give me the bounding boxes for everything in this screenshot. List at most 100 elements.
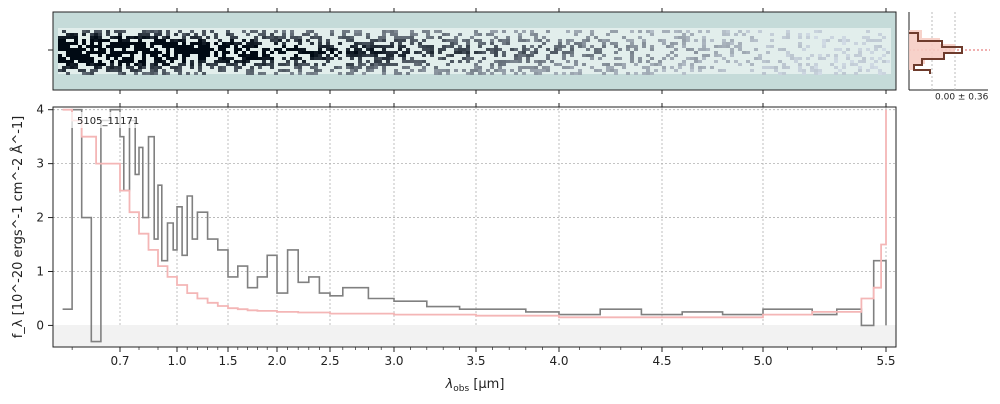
spectrum-2d-pixel: [182, 45, 186, 48]
spectrum-2d-pixel: [818, 30, 822, 33]
spectrum-2d-pixel: [750, 69, 754, 72]
spectrum-2d-pixel: [378, 63, 382, 66]
spectrum-2d-pixel: [202, 45, 206, 48]
spectrum-2d-pixel: [450, 45, 454, 48]
spectrum-2d-pixel: [566, 42, 570, 45]
spectrum-2d-pixel: [350, 39, 354, 42]
spectrum-2d-pixel: [478, 60, 482, 63]
spectrum-2d-pixel: [82, 57, 86, 60]
spectrum-2d-pixel: [126, 51, 130, 54]
spectrum-2d-pixel: [90, 60, 94, 63]
spectrum-2d-pixel: [274, 72, 278, 75]
spectrum-2d-pixel: [326, 42, 330, 45]
spectrum-2d-pixel: [434, 30, 438, 33]
spectrum-2d-pixel: [618, 57, 622, 60]
spectrum-2d-pixel: [166, 36, 170, 39]
spectrum-2d-pixel: [466, 42, 470, 45]
spectrum-2d-pixel: [162, 63, 166, 66]
spectrum-2d-pixel: [406, 60, 410, 63]
spectrum-2d-pixel: [242, 57, 246, 60]
spectrum-2d-pixel: [298, 42, 302, 45]
spectrum-2d-pixel: [114, 69, 118, 72]
spectrum-2d-pixel: [642, 66, 646, 69]
spectrum-2d-pixel: [786, 51, 790, 54]
spectrum-2d-pixel: [306, 51, 310, 54]
spectrum-2d-pixel: [66, 42, 70, 45]
spectrum-2d-pixel: [118, 72, 122, 75]
zero-band: [53, 325, 896, 347]
spectrum-2d-pixel: [466, 45, 470, 48]
x-tick-label: 5.0: [753, 354, 772, 368]
spectrum-2d-pixel: [182, 60, 186, 63]
spectrum-2d-pixel: [106, 30, 110, 33]
spectrum-2d-pixel: [734, 45, 738, 48]
spectrum-2d-pixel: [302, 33, 306, 36]
spectrum-2d-pixel: [418, 45, 422, 48]
spectrum-2d-pixel: [382, 36, 386, 39]
spectrum-2d-pixel: [826, 54, 830, 57]
spectrum-2d-pixel: [486, 33, 490, 36]
spectrum-2d-pixel: [522, 54, 526, 57]
spectrum-2d-pixel: [62, 69, 66, 72]
spectrum-2d-pixel: [398, 45, 402, 48]
spectrum-2d-pixel: [362, 45, 366, 48]
spectrum-2d-pixel: [650, 72, 654, 75]
spectrum-2d-pixel: [762, 60, 766, 63]
spectrum-2d-pixel: [478, 72, 482, 75]
spectrum-2d-pixel: [282, 45, 286, 48]
spectrum-2d-pixel: [174, 57, 178, 60]
spectrum-2d-pixel: [234, 42, 238, 45]
spectrum-2d-pixel: [214, 60, 218, 63]
spectrum-2d-pixel: [58, 45, 62, 48]
spectrum-2d-pixel: [498, 48, 502, 51]
spectrum-2d-pixel: [674, 48, 678, 51]
spectrum-2d-pixel: [138, 66, 142, 69]
spectrum-2d-pixel: [126, 63, 130, 66]
spectrum-2d-pixel: [190, 45, 194, 48]
spectrum-2d-pixel: [502, 54, 506, 57]
spectrum-2d-pixel: [82, 48, 86, 51]
spectrum-2d-pixel: [854, 63, 858, 66]
spectrum-2d-pixel: [398, 72, 402, 75]
spectrum-2d-pixel: [146, 72, 150, 75]
spectrum-2d-pixel: [362, 54, 366, 57]
spectrum-2d-pixel: [266, 57, 270, 60]
spectrum-2d-pixel: [646, 30, 650, 33]
spectrum-2d-pixel: [570, 54, 574, 57]
spectrum-2d-pixel: [486, 48, 490, 51]
spectrum-2d-pixel: [334, 66, 338, 69]
spectrum-2d-pixel: [846, 48, 850, 51]
spectrum-2d-pixel: [386, 51, 390, 54]
spectrum-2d-pixel: [86, 63, 90, 66]
spectrum-2d-pixel: [866, 39, 870, 42]
spectrum-2d-pixel: [590, 57, 594, 60]
spectrum-2d-pixel: [202, 54, 206, 57]
spectrum-2d-pixel: [274, 42, 278, 45]
spectrum-2d-pixel: [610, 69, 614, 72]
spectrum-2d-pixel: [150, 36, 154, 39]
spectrum-2d-pixel: [274, 30, 278, 33]
spectrum-2d-pixel: [766, 60, 770, 63]
spectrum-2d-pixel: [638, 60, 642, 63]
spectrum-2d-pixel: [422, 69, 426, 72]
spectrum-2d-pixel: [94, 36, 98, 39]
spectrum-2d-pixel: [606, 69, 610, 72]
spectrum-2d-pixel: [334, 54, 338, 57]
spectrum-2d-pixel: [454, 39, 458, 42]
spectrum-2d-pixel: [186, 33, 190, 36]
spectrum-2d-pixel: [742, 33, 746, 36]
spectrum-2d-pixel: [490, 48, 494, 51]
spectrum-2d-pixel: [522, 45, 526, 48]
spectrum-2d-pixel: [478, 33, 482, 36]
spectrum-2d-pixel: [538, 72, 542, 75]
spectrum-2d-pixel: [878, 39, 882, 42]
spectrum-2d-pixel: [318, 51, 322, 54]
spectrum-2d-pixel: [502, 69, 506, 72]
spectrum-2d-pixel: [246, 48, 250, 51]
spectrum-2d-pixel: [154, 48, 158, 51]
spectrum-2d-pixel: [298, 36, 302, 39]
spectrum-2d-pixel: [102, 51, 106, 54]
spectrum-2d-pixel: [158, 51, 162, 54]
spectrum-2d-pixel: [806, 57, 810, 60]
spectrum-2d-pixel: [230, 39, 234, 42]
